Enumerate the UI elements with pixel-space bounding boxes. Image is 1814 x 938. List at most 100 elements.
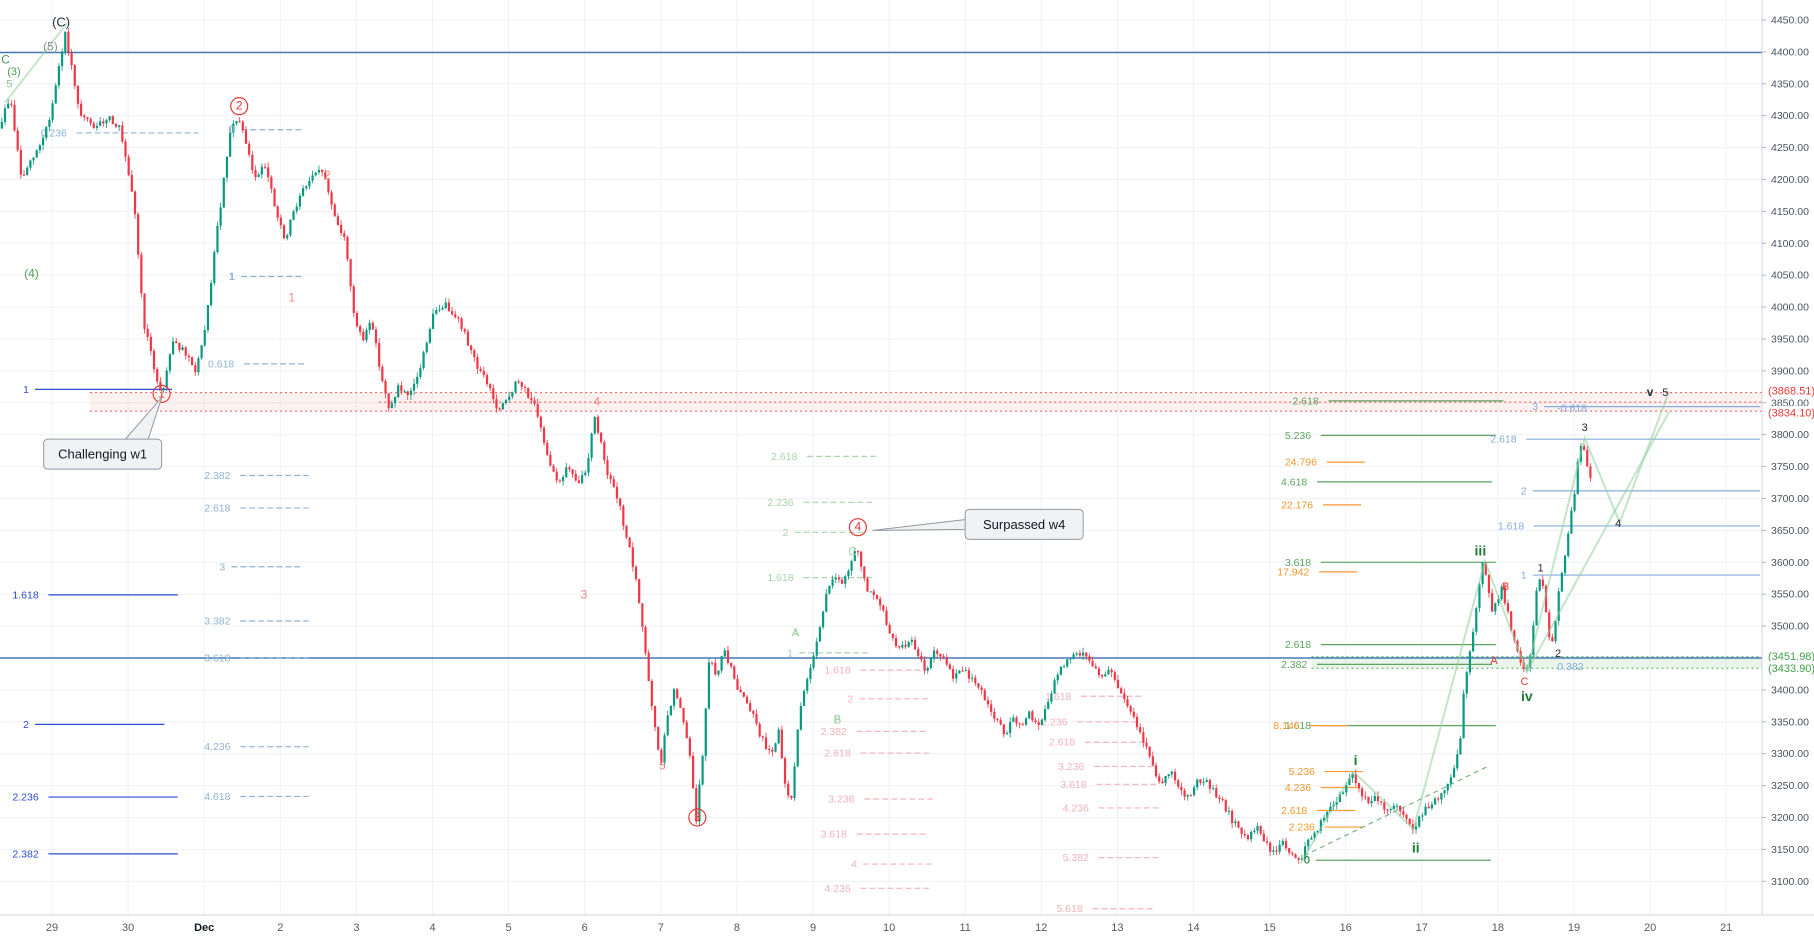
wave-label[interactable]: (5) — [43, 39, 58, 53]
wave-label[interactable]: (C) — [52, 15, 70, 30]
fib-level[interactable]: 1.618 — [1285, 720, 1496, 732]
wave-label[interactable]: 4 — [848, 518, 867, 537]
fib-level[interactable]: 3.382 — [204, 615, 309, 627]
fib-level[interactable]: 5.618 — [1057, 903, 1154, 915]
wave-projection-line[interactable] — [4, 22, 69, 104]
fib-level[interactable]: 2.618 — [204, 503, 309, 515]
time-axis[interactable]: 29 30 Dec 2 3 4 5 6 7 8 9 10 11 12 13 14 15 16 17 18 19 20 21 — [0, 914, 1814, 938]
fib-level[interactable]: -0.618 — [1557, 402, 1587, 414]
fib-level[interactable]: 4.236 — [204, 741, 309, 753]
wave-label[interactable]: C — [1, 53, 10, 67]
fib-level[interactable]: 5.236 — [1289, 766, 1363, 778]
fib-level[interactable]: 1 — [229, 271, 303, 283]
fib-level[interactable]: 3.618 — [1060, 779, 1158, 791]
fib-level[interactable]: 0.618 — [208, 358, 305, 370]
fib-level[interactable]: 2.382 — [1281, 659, 1493, 671]
fib-level[interactable]: 1 — [1521, 570, 1760, 582]
fib-level[interactable]: 4.236 — [824, 883, 929, 895]
fib-level[interactable]: 4.236 — [1285, 782, 1359, 794]
wave-label[interactable]: 1 — [1537, 563, 1543, 575]
wave-label[interactable]: C — [848, 545, 857, 559]
fib-level[interactable]: 2.382 — [12, 848, 178, 860]
wave-label[interactable]: v — [1647, 385, 1654, 399]
wave-label[interactable]: (4) — [24, 266, 39, 280]
fib-level[interactable]: 3.618 — [1285, 557, 1496, 569]
wave-label[interactable]: 1 — [152, 384, 171, 403]
wave-label[interactable]: B — [833, 712, 841, 726]
wave-label[interactable]: 4 — [594, 395, 601, 409]
wave-label[interactable]: A — [791, 626, 799, 640]
fib-level[interactable]: 3.236 — [1058, 761, 1155, 773]
fib-level[interactable]: 1 — [23, 384, 173, 396]
wave-label[interactable]: ii — [1412, 839, 1420, 855]
fib-level[interactable]: 2.618 — [771, 451, 876, 463]
wave-label[interactable]: 3 — [581, 587, 588, 601]
trendline-dashed[interactable] — [1303, 764, 1491, 857]
fib-level[interactable]: 2.618 — [1049, 737, 1146, 749]
fib-level[interactable]: 4 — [851, 859, 932, 871]
fib-level[interactable]: 5.382 — [1063, 852, 1160, 864]
fib-level[interactable]: 24.796 — [1285, 457, 1365, 469]
fib-level[interactable]: 1.618 — [824, 665, 929, 677]
fib-level[interactable]: 3 — [219, 561, 300, 573]
callout-challenging-w1[interactable]: Challenging w1 — [43, 397, 163, 470]
price-level-badge[interactable]: (3834.10) — [1763, 405, 1814, 420]
fib-level[interactable]: 2.382 — [821, 726, 926, 738]
fib-level[interactable]: 2.236 — [767, 497, 872, 509]
price-level-badge[interactable]: (3868.51) — [1763, 383, 1814, 398]
wave-label[interactable]: 4 — [1615, 518, 1621, 530]
price-level-badge[interactable]: (3451.98) — [1763, 649, 1814, 664]
price-axis[interactable]: 4450.00 4400.00 4350.00 4300.00 4250.00 4200.… — [1761, 0, 1814, 938]
fib-level[interactable]: 2.618 — [1490, 434, 1760, 446]
wave-label[interactable]: 3 — [688, 808, 707, 827]
wave-label[interactable]: (3) — [7, 66, 20, 78]
fib-level[interactable]: 2.618 — [1281, 805, 1356, 817]
fib-level[interactable]: 22.176 — [1281, 499, 1362, 511]
wave-label[interactable]: 2 — [230, 97, 249, 116]
fib-level[interactable]: A — [792, 628, 799, 640]
fib-level[interactable]: 4.618 — [1281, 476, 1493, 488]
fib-level[interactable]: 1 — [787, 647, 868, 659]
wave-label[interactable]: 3 — [1582, 422, 1588, 434]
fib-level[interactable]: 2.236 — [1289, 822, 1363, 834]
wave-label[interactable]: 2 — [324, 168, 331, 182]
wave-label[interactable]: 2 — [1555, 648, 1561, 660]
fib-level[interactable]: B — [834, 714, 841, 726]
wave-label[interactable]: 1 — [288, 291, 295, 305]
fib-level[interactable]: 4.618 — [204, 791, 309, 803]
wave-label[interactable]: 5 — [6, 78, 12, 90]
fib-level[interactable]: 2.618 — [1285, 639, 1496, 651]
wave-label[interactable]: B — [1502, 581, 1509, 593]
wave-label[interactable]: 0 — [229, 124, 235, 136]
fib-level[interactable]: 2.382 — [204, 470, 309, 482]
fib-level[interactable]: 3.236 — [828, 793, 933, 805]
green-support-zone[interactable] — [1311, 656, 1762, 669]
fib-level[interactable]: 8.146 — [1273, 720, 1348, 732]
wave-label[interactable]: i — [1354, 752, 1358, 768]
fib-level[interactable]: 2.236 — [12, 792, 178, 804]
fib-level[interactable]: 0.382 — [1557, 661, 1583, 673]
wave-label[interactable]: C — [1521, 676, 1529, 688]
fib-level[interactable]: 2 — [847, 693, 928, 705]
fib-level[interactable]: 3.618 — [204, 653, 309, 665]
fib-level[interactable]: 2 — [23, 719, 165, 731]
fib-level[interactable]: 3 — [1532, 401, 1760, 413]
wave-projection-line[interactable] — [1299, 390, 1671, 864]
wave-label[interactable]: iii — [1475, 543, 1487, 559]
fib-level[interactable]: 0 — [1304, 855, 1491, 867]
fib-level[interactable]: 2.618 — [1292, 395, 1504, 407]
fib-level[interactable]: 3.618 — [821, 829, 926, 841]
wave-label[interactable]: 5 — [659, 758, 666, 772]
wave-label[interactable]: 0 — [1304, 855, 1310, 867]
wave-projection-line[interactable] — [1525, 411, 1671, 673]
fib-level[interactable]: 17.942 — [1277, 566, 1358, 578]
fib-level[interactable]: 1.618 — [767, 572, 872, 584]
wave-label[interactable]: iv — [1521, 688, 1533, 704]
wave-label[interactable]: A — [1490, 655, 1498, 667]
fib-level[interactable]: 4.236 — [1063, 802, 1160, 814]
fib-level[interactable]: 2.236 — [1041, 716, 1139, 728]
wave-label[interactable]: 5 — [1662, 387, 1668, 399]
fib-level[interactable]: 1.618 — [12, 589, 178, 601]
price-level-badge[interactable]: (3433.90) — [1763, 661, 1814, 675]
